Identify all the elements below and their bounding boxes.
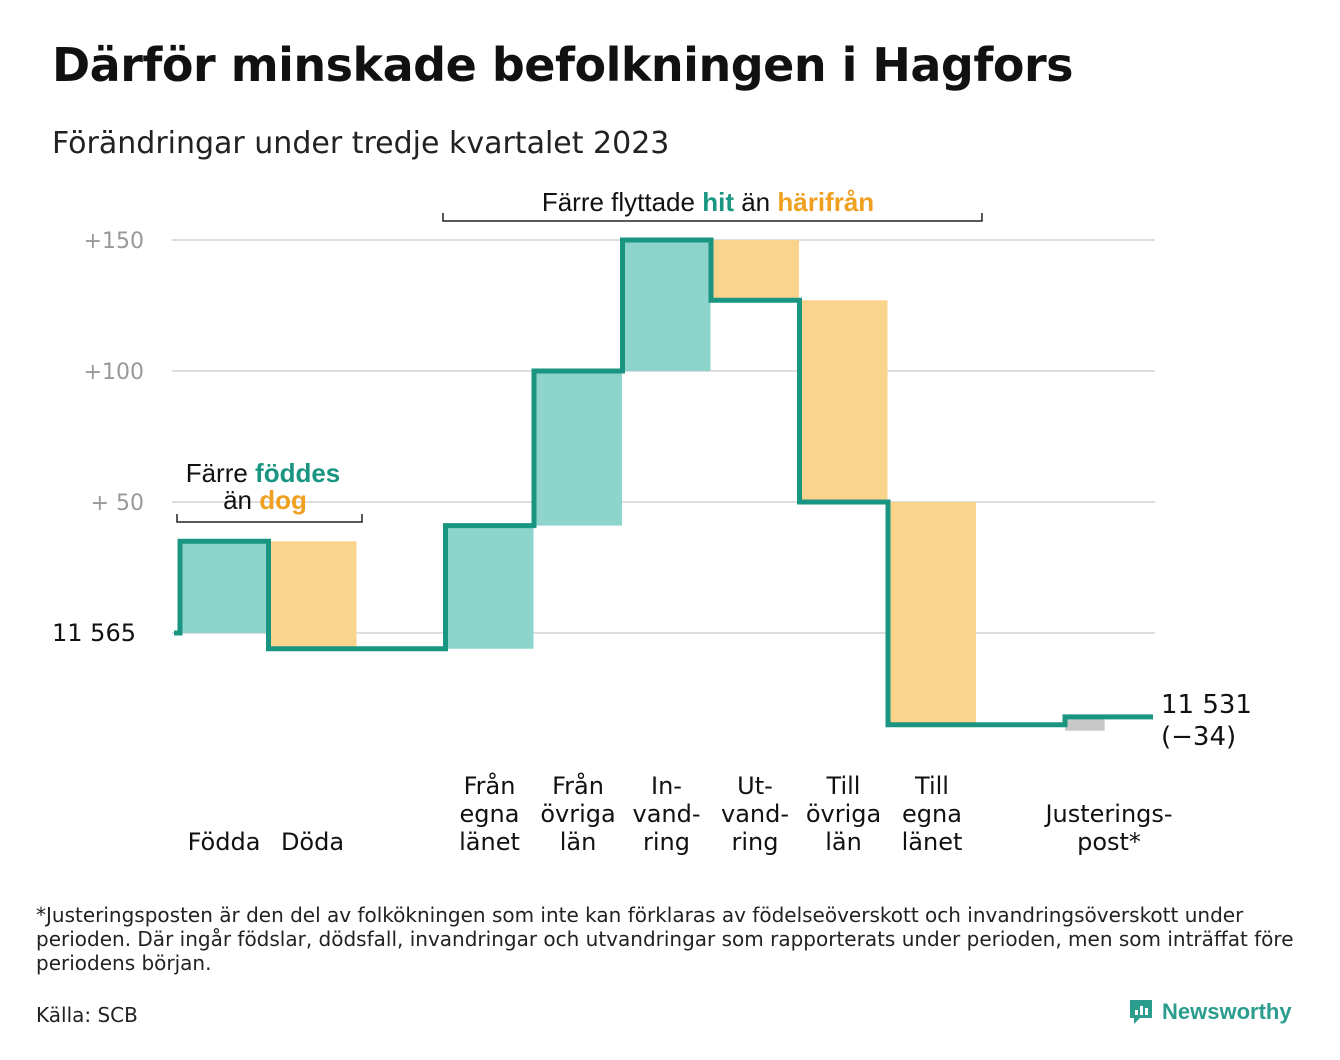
category-label-till_ovriga: Till [826, 772, 861, 800]
category-label-invandring: vand- [632, 800, 700, 828]
start-value-label: 11 565 [52, 619, 136, 647]
category-label-fran_ovriga: övriga [540, 800, 615, 828]
category-label-invandring: ring [643, 828, 690, 856]
annotation-migration: Färre flyttade hit än härifrån [542, 187, 874, 217]
category-label-invandring: In- [651, 772, 682, 800]
category-label-till_egna: länet [902, 828, 963, 856]
annotation-births-bracket [176, 514, 363, 523]
cumulative-line [174, 237, 1153, 728]
page-subtitle: Förändringar under tredje kvartalet 2023 [52, 126, 670, 161]
y-tick-label: +100 [84, 360, 144, 385]
brand-name: Newsworthy [1162, 999, 1292, 1024]
footnote: *Justeringsposten är den del av folkökni… [36, 903, 1294, 975]
category-label-till_ovriga: övriga [806, 800, 881, 828]
y-tick-label: + 50 [91, 491, 144, 516]
end-change-label: (−34) [1161, 722, 1236, 752]
category-label-fran_egna: länet [459, 828, 520, 856]
annotation-births-line1: Färre föddes [186, 458, 341, 488]
bar-till_ovriga [799, 300, 888, 502]
bar-utvandring [711, 240, 799, 301]
category-label-fran_ovriga: län [560, 828, 597, 856]
bar-fran_egna [445, 525, 534, 649]
category-label-doda: Döda [281, 828, 344, 856]
source-note: Källa: SCB [36, 1003, 138, 1027]
brand-logo: Newsworthy [1128, 998, 1292, 1026]
category-label-fran_egna: egna [460, 800, 520, 828]
category-label-utvandring: Ut- [737, 772, 773, 800]
bar-till_egna [888, 502, 976, 725]
end-value-label: 11 531 [1161, 690, 1252, 720]
category-label-justering: post* [1077, 828, 1141, 856]
category-label-fodda: Födda [188, 828, 261, 856]
category-label-utvandring: vand- [721, 800, 789, 828]
category-label-till_ovriga: län [825, 828, 862, 856]
category-label-fran_ovriga: Från [552, 771, 604, 800]
bar-doda [268, 541, 357, 649]
page-title: Därför minskade befolkningen i Hagfors [52, 38, 1074, 92]
bar-invandring [622, 240, 711, 371]
category-label-fran_egna: Från [464, 771, 516, 800]
category-label-justering: Justerings- [1043, 800, 1172, 828]
category-label-utvandring: ring [732, 828, 779, 856]
category-label-till_egna: Till [914, 772, 949, 800]
annotation-births-line2: än dog [223, 485, 307, 515]
bar-fodda [180, 541, 268, 633]
bar-fran_ovriga [534, 371, 622, 526]
annotation-migration-bracket [442, 213, 983, 222]
category-label-till_egna: egna [902, 800, 962, 828]
y-tick-label: +150 [84, 229, 144, 254]
newsworthy-logo-icon [1130, 1000, 1152, 1024]
